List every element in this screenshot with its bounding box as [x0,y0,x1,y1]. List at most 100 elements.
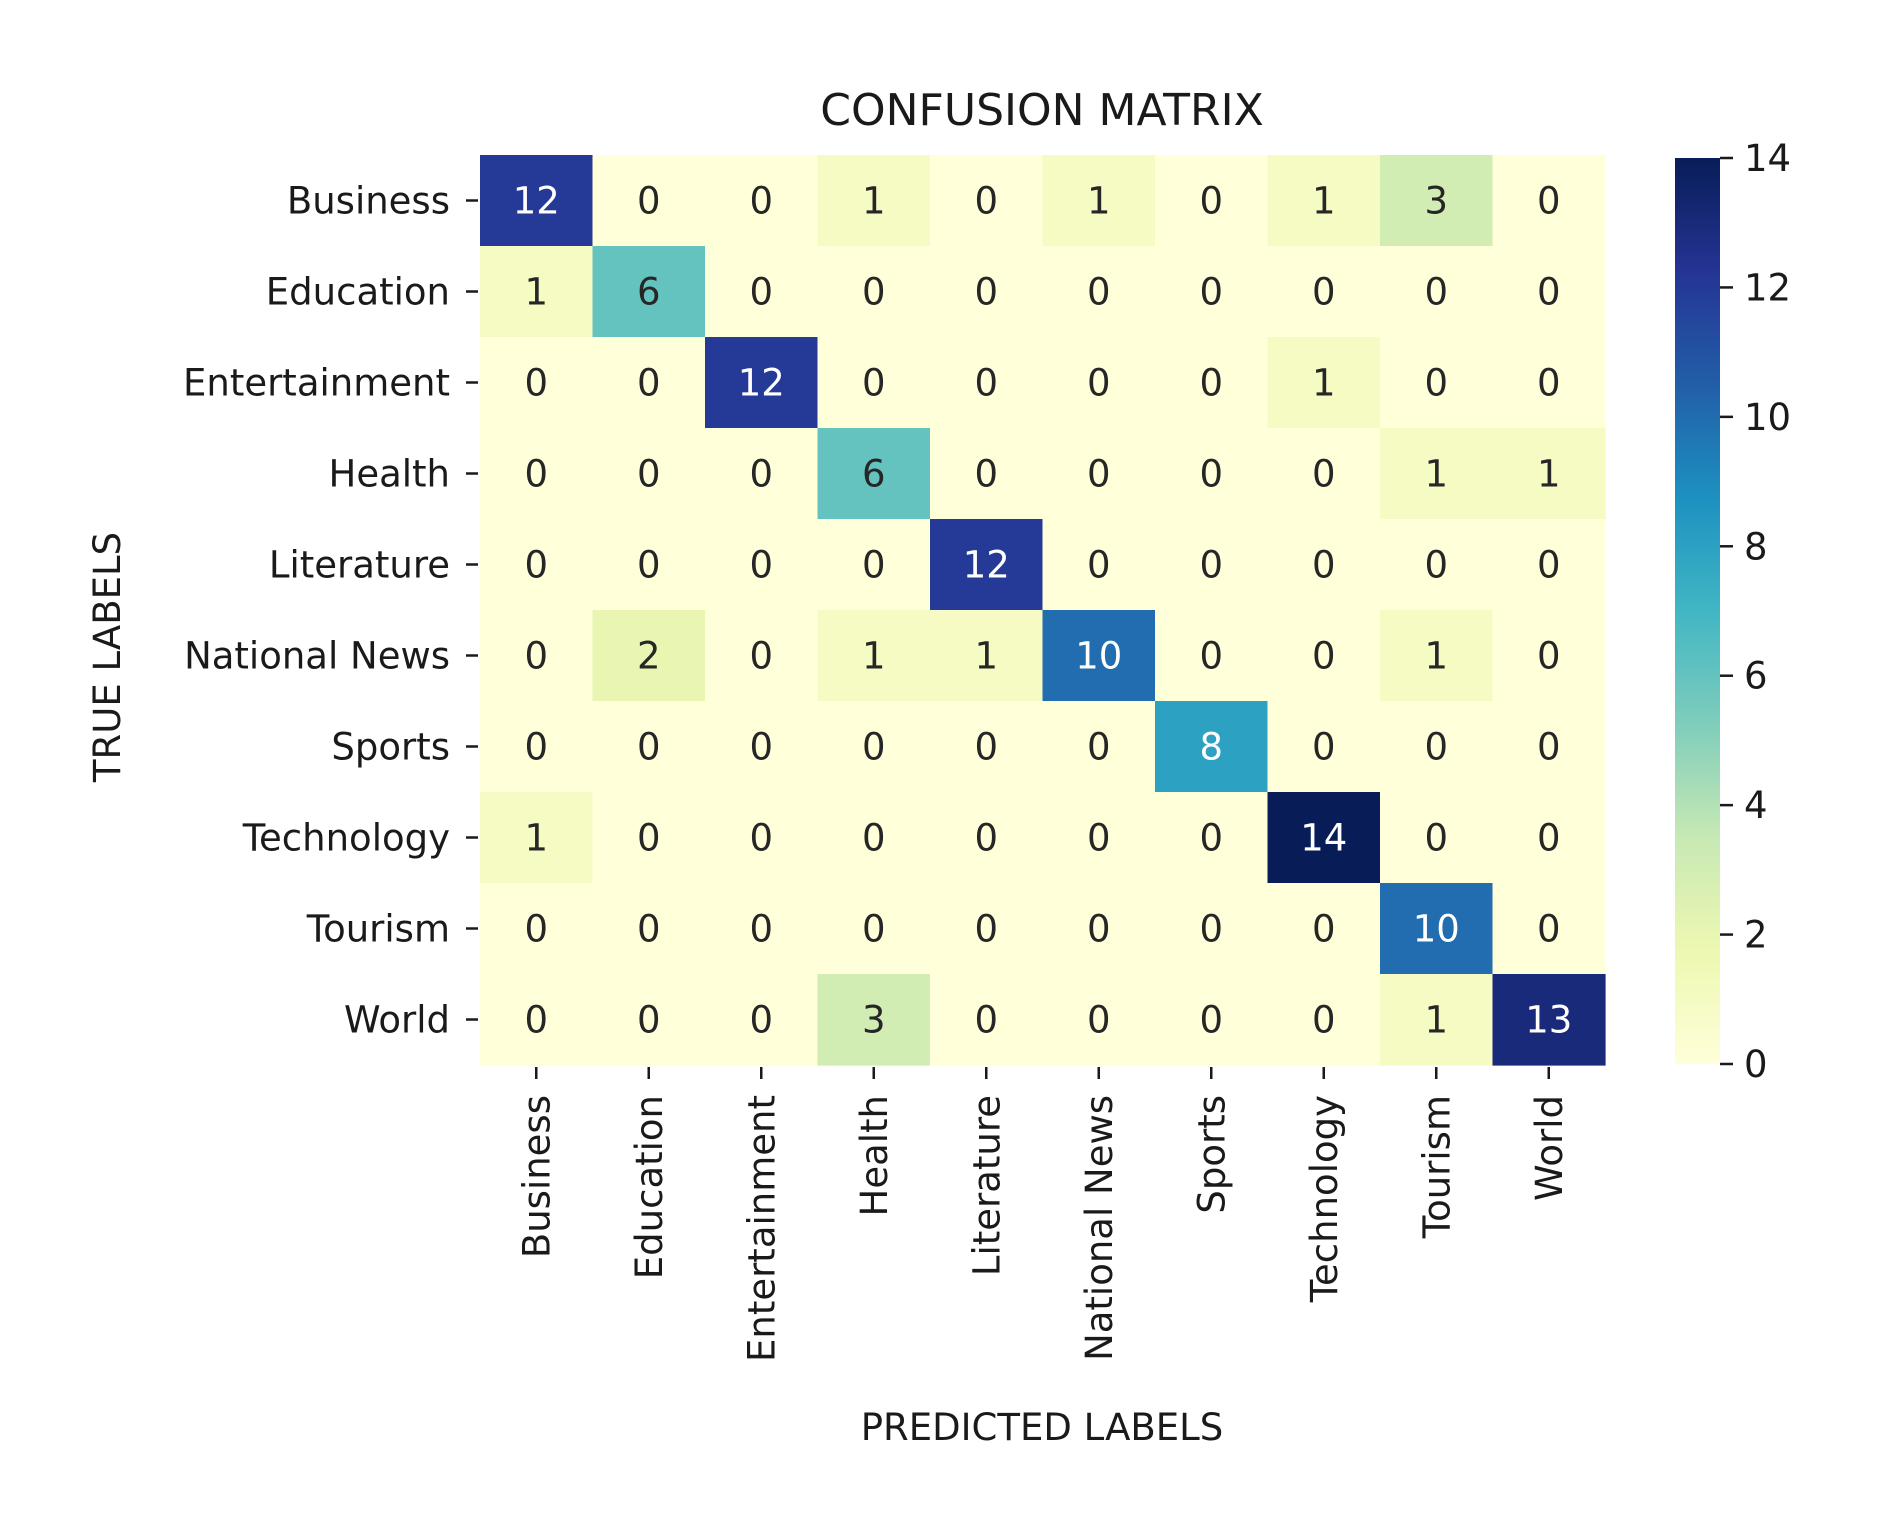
heatmap-cell [930,337,1044,429]
cell-value-label: 0 [1199,817,1223,860]
heatmap-cell [592,610,706,702]
cell-value-label: 0 [524,726,548,769]
y-tick-label: Entertainment [183,362,450,405]
cell-value-label: 6 [637,271,661,314]
cell-value-label: 0 [524,453,548,496]
colorbar-tick-label: 8 [1744,525,1768,568]
heatmap-cell [1492,428,1606,520]
cell-value-label: 1 [862,180,886,223]
y-tick-label: Tourism [306,908,450,951]
cell-value-label: 0 [524,635,548,678]
cell-value-label: 0 [524,362,548,405]
heatmap-cell [1380,883,1494,975]
cell-value-label: 1 [1424,999,1448,1042]
cell-value-label: 1 [524,271,548,314]
cell-value-label: 0 [524,544,548,587]
cell-value-label: 0 [1087,999,1111,1042]
cell-value-label: 0 [637,817,661,860]
cell-value-label: 0 [974,180,998,223]
heatmap-cell [1042,974,1156,1066]
colorbar-tick-label: 12 [1744,266,1791,309]
x-tick-label: National News [1078,1095,1121,1361]
cell-value-label: 0 [749,635,773,678]
heatmap-cell [930,155,1044,247]
x-tick-label: Health [853,1095,896,1217]
heatmap-cell [705,428,819,520]
cell-value-label: 0 [1537,180,1561,223]
cell-value-label: 0 [1087,726,1111,769]
cell-value-label: 0 [1424,544,1448,587]
heatmap-cell [480,246,594,338]
cell-value-label: 1 [1424,453,1448,496]
heatmap-cell [1267,974,1381,1066]
cell-value-label: 0 [749,544,773,587]
cell-value-label: 0 [749,999,773,1042]
heatmap-cell [480,337,594,429]
heatmap-cell [930,246,1044,338]
cell-value-label: 0 [1312,544,1336,587]
heatmap-cell [592,246,706,338]
heatmap-cell [817,246,931,338]
heatmap-cell [1267,519,1381,611]
heatmap-cell [817,337,931,429]
cell-value-label: 0 [1424,362,1448,405]
heatmap-cell [480,701,594,793]
cell-value-label: 0 [974,726,998,769]
x-axis-ticks: Business Education Entertainment Health Lite… [515,1067,1571,1362]
y-tick-label: Literature [269,544,450,587]
cell-value-label: 0 [637,453,661,496]
cell-value-label: 0 [974,271,998,314]
heatmap-cell [930,883,1044,975]
heatmap-cell [1267,610,1381,702]
colorbar-tick-label: 6 [1744,655,1768,698]
heatmap-cell [1155,428,1269,520]
heatmap-cell [1042,428,1156,520]
x-axis-label: PREDICTED LABELS [861,1406,1224,1449]
cell-value-label: 0 [1424,271,1448,314]
heatmap-cell [1380,701,1494,793]
x-tick-label: Business [515,1095,558,1258]
heatmap-cell [1155,792,1269,884]
heatmap-cell [1380,155,1494,247]
heatmap-cell [1267,792,1381,884]
cell-value-label: 0 [974,999,998,1042]
cell-value-label: 0 [1537,544,1561,587]
cell-value-label: 0 [637,544,661,587]
heatmap-cell [817,883,931,975]
cell-value-label: 0 [1424,726,1448,769]
cell-value-label: 0 [862,362,886,405]
heatmap-cell [480,792,594,884]
cell-value-label: 0 [637,726,661,769]
cell-value-label: 0 [637,180,661,223]
heatmap-cell [930,519,1044,611]
y-axis-ticks: Business Education Entertainment Health Lite… [183,180,478,1042]
heatmap-cell [1492,883,1606,975]
cell-value-label: 0 [749,271,773,314]
colorbar-ticks: 0 2 4 6 8 10 12 14 [1720,137,1791,1086]
cell-value-label: 0 [1199,908,1223,951]
cell-value-label: 0 [1312,453,1336,496]
cell-value-label: 6 [862,453,886,496]
cell-value-label: 0 [749,180,773,223]
heatmap-cell [480,155,594,247]
cell-value-label: 0 [1199,180,1223,223]
heatmap-cell [1380,428,1494,520]
heatmap-cell [1042,701,1156,793]
cell-value-label: 0 [1199,999,1223,1042]
cell-value-label: 0 [1199,635,1223,678]
heatmap-cell [930,610,1044,702]
cell-value-label: 12 [513,180,560,223]
heatmap-cell [1267,155,1381,247]
cell-value-label: 1 [1312,362,1336,405]
heatmap-cell [1492,701,1606,793]
cell-value-label: 0 [1537,635,1561,678]
heatmap-cell [592,974,706,1066]
cell-value-label: 0 [1199,362,1223,405]
cell-value-label: 0 [974,362,998,405]
y-tick-label: Technology [242,817,450,860]
heatmap-cell [1380,792,1494,884]
cell-value-label: 0 [1312,908,1336,951]
heatmap-cell [817,428,931,520]
heatmap-cell [1267,246,1381,338]
heatmap-cell [705,610,819,702]
